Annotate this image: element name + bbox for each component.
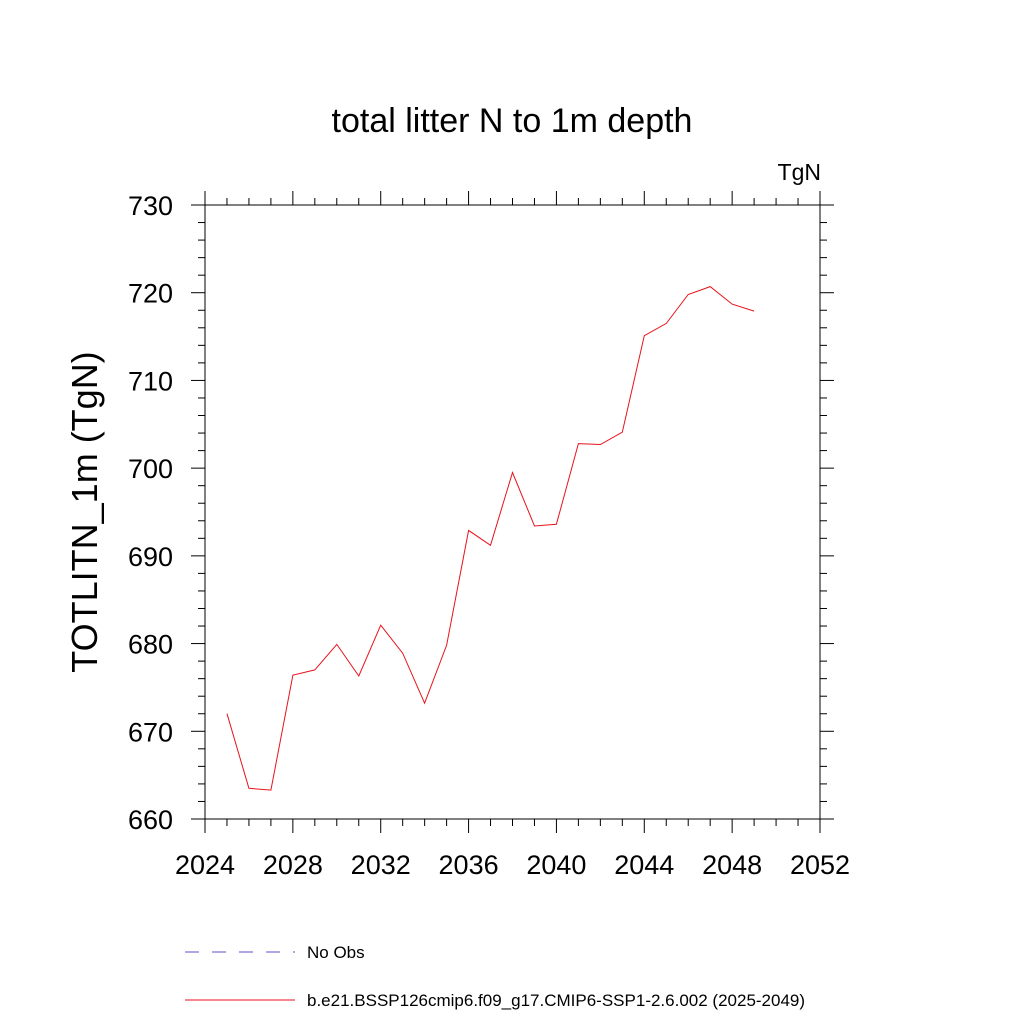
y-tick-label: 700	[128, 454, 173, 484]
y-tick-label: 680	[128, 630, 173, 660]
x-tick-label: 2036	[439, 850, 499, 880]
x-tick-label: 2040	[526, 850, 586, 880]
x-tick-label: 2032	[351, 850, 411, 880]
units-label: TgN	[778, 159, 821, 185]
x-tick-label: 2044	[614, 850, 674, 880]
y-tick-label: 670	[128, 717, 173, 747]
legend-label-model-run: b.e21.BSSP126cmip6.f09_g17.CMIP6-SSP1-2.…	[307, 991, 805, 1010]
x-tick-label: 2052	[790, 850, 850, 880]
y-tick-label: 660	[128, 805, 173, 835]
y-tick-label: 710	[128, 366, 173, 396]
axis-ticks: 2024 2028 2032 2036 2040 2044 2048 2052 660 670 68…	[128, 191, 850, 880]
plot-frame	[204, 204, 821, 820]
x-tick-label: 2048	[702, 850, 762, 880]
series-layer	[226, 286, 755, 791]
x-tick-label: 2024	[175, 850, 235, 880]
legend: No Obs b.e21.BSSP126cmip6.f09_g17.CMIP6-…	[185, 943, 805, 1010]
x-tick-label: 2028	[263, 850, 323, 880]
y-axis-label: TOTLITN_1m (TgN)	[64, 351, 105, 672]
y-tick-label: 730	[128, 191, 173, 221]
y-tick-label: 690	[128, 542, 173, 572]
chart-title: total litter N to 1m depth	[332, 102, 693, 140]
y-tick-label: 720	[128, 279, 173, 309]
series-line-1	[226, 286, 755, 791]
legend-label-no-obs: No Obs	[307, 943, 365, 962]
